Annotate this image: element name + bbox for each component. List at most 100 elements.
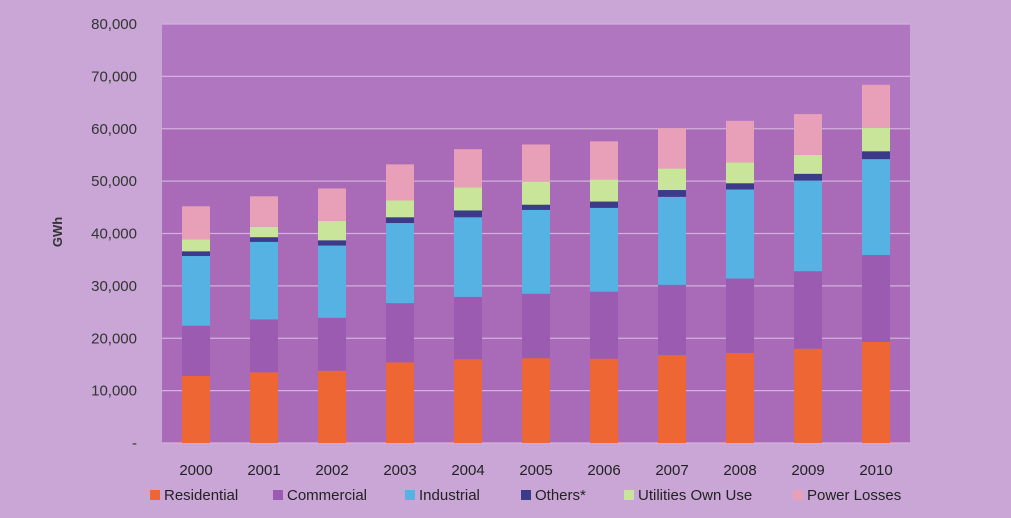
- bar-segment-utilities-own-use-2009: [794, 154, 822, 174]
- bars: [182, 84, 890, 443]
- y-tick-label: 30,000: [91, 278, 137, 295]
- x-tick-label: 2010: [859, 462, 892, 479]
- legend-swatch: [273, 490, 283, 500]
- x-tick-label: 2006: [587, 462, 620, 479]
- bar-segment-industrial-2006: [590, 207, 618, 292]
- bar-segment-power-losses-2006: [590, 141, 618, 180]
- x-tick-label: 2007: [655, 462, 688, 479]
- y-tick-label: -: [132, 435, 137, 452]
- bar-segment-residential-2007: [658, 355, 686, 443]
- bar-segment-utilities-own-use-2001: [250, 226, 278, 238]
- bar-segment-residential-2000: [182, 375, 210, 443]
- bar-segment-others-2007: [658, 190, 686, 197]
- bar-segment-commercial-2009: [794, 271, 822, 349]
- x-tick-label: 2000: [179, 462, 212, 479]
- bar-segment-power-losses-2003: [386, 164, 414, 201]
- bar-segment-industrial-2009: [794, 180, 822, 272]
- y-axis-label: GWh: [50, 217, 65, 247]
- bar-segment-others-2006: [590, 201, 618, 208]
- bar-segment-power-losses-2004: [454, 149, 482, 188]
- legend-label: Commercial: [287, 487, 367, 504]
- bar-segment-power-losses-2000: [182, 206, 210, 240]
- x-tick-label: 2002: [315, 462, 348, 479]
- legend-swatch: [405, 490, 415, 500]
- bar-segment-commercial-2008: [726, 278, 754, 353]
- y-tick-label: 60,000: [91, 121, 137, 138]
- bar-segment-others-2010: [862, 151, 890, 160]
- bar-segment-power-losses-2007: [658, 128, 686, 169]
- y-tick-label: 50,000: [91, 173, 137, 190]
- bar-segment-industrial-2003: [386, 223, 414, 304]
- legend-item: Industrial: [405, 487, 480, 504]
- bar-segment-power-losses-2005: [522, 144, 550, 182]
- y-axis-ticks: - 10,000 20,000 30,000 40,000 50,000 60,000 70,…: [91, 16, 137, 452]
- bar-segment-power-losses-2002: [318, 188, 346, 221]
- bar-segment-commercial-2010: [862, 254, 890, 342]
- bar-segment-commercial-2007: [658, 284, 686, 356]
- bar-segment-residential-2009: [794, 348, 822, 443]
- bar-segment-commercial-2006: [590, 291, 618, 359]
- bar-segment-others-2001: [250, 237, 278, 242]
- bar-segment-commercial-2002: [318, 317, 346, 371]
- legend-label: Utilities Own Use: [638, 487, 752, 504]
- bar-segment-utilities-own-use-2006: [590, 179, 618, 202]
- bar-segment-industrial-2000: [182, 256, 210, 326]
- bar-segment-power-losses-2010: [862, 84, 890, 128]
- bar-segment-utilities-own-use-2010: [862, 127, 890, 152]
- bar-segment-residential-2010: [862, 341, 890, 443]
- bar-segment-utilities-own-use-2002: [318, 220, 346, 241]
- legend-item: Power Losses: [793, 487, 901, 504]
- bar-segment-power-losses-2008: [726, 120, 754, 163]
- bar-segment-utilities-own-use-2005: [522, 181, 550, 205]
- bar-segment-power-losses-2009: [794, 114, 822, 155]
- bar-segment-residential-2002: [318, 370, 346, 443]
- y-tick-label: 40,000: [91, 226, 137, 243]
- legend-label: Industrial: [419, 487, 480, 504]
- legend-label: Residential: [164, 487, 238, 504]
- legend-swatch: [624, 490, 634, 500]
- y-tick-label: 10,000: [91, 383, 137, 400]
- bar-segment-industrial-2001: [250, 241, 278, 320]
- x-tick-label: 2005: [519, 462, 552, 479]
- x-tick-label: 2001: [247, 462, 280, 479]
- legend-item: Utilities Own Use: [624, 487, 752, 504]
- bar-segment-residential-2001: [250, 372, 278, 443]
- legend-swatch: [793, 490, 803, 500]
- legend-swatch: [521, 490, 531, 500]
- x-axis-ticks: 2000 2001 2002 2003 2004 2005 2006 2007 2008 2009…: [179, 462, 892, 479]
- x-tick-label: 2004: [451, 462, 484, 479]
- bar-segment-utilities-own-use-2008: [726, 162, 754, 184]
- bar-segment-commercial-2005: [522, 293, 550, 359]
- bar-segment-utilities-own-use-2000: [182, 239, 210, 252]
- bar-segment-utilities-own-use-2007: [658, 168, 686, 191]
- y-tick-label: 70,000: [91, 68, 137, 85]
- bar-segment-others-2008: [726, 183, 754, 190]
- bar-segment-others-2002: [318, 240, 346, 246]
- bar-segment-utilities-own-use-2004: [454, 187, 482, 211]
- bar-segment-residential-2008: [726, 352, 754, 443]
- bar-segment-industrial-2007: [658, 196, 686, 285]
- legend-item: Commercial: [273, 487, 367, 504]
- bar-segment-industrial-2005: [522, 209, 550, 294]
- legend: Residential Commercial Industrial Others* Ut…: [150, 487, 901, 504]
- bar-segment-residential-2005: [522, 358, 550, 443]
- bar-segment-industrial-2004: [454, 217, 482, 297]
- bar-segment-others-2003: [386, 217, 414, 224]
- bar-segment-residential-2004: [454, 359, 482, 443]
- legend-label: Others*: [535, 487, 586, 504]
- bar-segment-power-losses-2001: [250, 196, 278, 227]
- bar-segment-residential-2006: [590, 358, 618, 443]
- bar-segment-industrial-2002: [318, 245, 346, 318]
- bar-segment-commercial-2004: [454, 296, 482, 360]
- legend-item: Residential: [150, 487, 238, 504]
- legend-item: Others*: [521, 487, 586, 504]
- legend-label: Power Losses: [807, 487, 901, 504]
- bar-segment-residential-2003: [386, 362, 414, 443]
- bar-segment-others-2000: [182, 251, 210, 257]
- y-tick-label: 20,000: [91, 330, 137, 347]
- x-tick-label: 2009: [791, 462, 824, 479]
- bar-segment-commercial-2003: [386, 303, 414, 363]
- bar-segment-commercial-2001: [250, 319, 278, 373]
